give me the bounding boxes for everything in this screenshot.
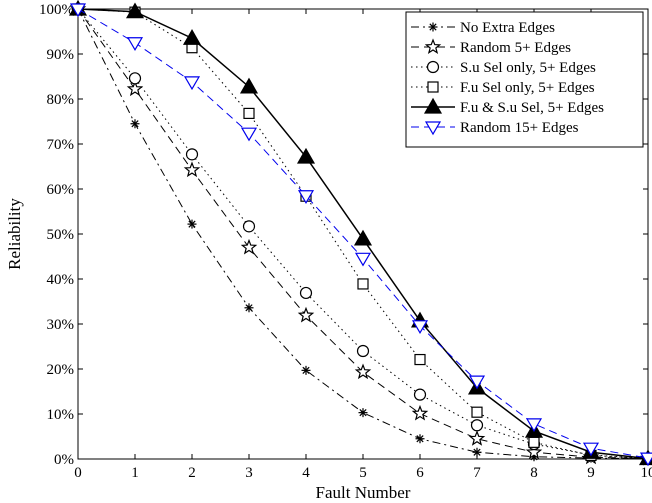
data-point	[356, 344, 370, 358]
data-point	[239, 77, 259, 94]
x-axis-label: Fault Number	[316, 483, 411, 502]
legend-marker	[428, 22, 438, 32]
legend-marker	[427, 81, 439, 93]
y-axis: 0% 10% 20% 30% 40% 50% 60% 70% 80% 90% 100%	[39, 2, 648, 468]
data-point	[468, 430, 486, 446]
data-point	[413, 388, 427, 401]
data-point	[125, 2, 145, 19]
data-point	[183, 76, 201, 91]
data-point	[126, 37, 144, 51]
data-point	[525, 443, 543, 460]
data-point	[472, 447, 482, 457]
data-point	[185, 148, 199, 161]
x-tick-label: 8	[530, 465, 538, 481]
x-tick-label: 3	[245, 465, 253, 481]
data-point	[69, 3, 87, 18]
x-tick-label: 1	[131, 465, 139, 481]
data-point	[301, 365, 311, 375]
series-line	[77, 8, 649, 460]
data-point	[415, 434, 425, 444]
series-6	[69, 3, 652, 467]
y-tick-label: 20%	[47, 362, 75, 378]
legend-item: F.u Sel only, 5+ Edges	[411, 80, 595, 96]
y-tick-label: 90%	[47, 47, 75, 63]
legend-label: F.u & S.u Sel, 5+ Edges	[460, 100, 604, 116]
x-axis: 0 1 2 3 4 5 6 7 8 9 10	[74, 9, 652, 481]
data-point	[528, 436, 540, 448]
data-point	[183, 161, 201, 178]
data-point	[411, 320, 429, 334]
data-point	[296, 147, 316, 164]
y-tick-label: 70%	[47, 137, 75, 153]
legend-label: Random 5+ Edges	[460, 40, 571, 56]
data-point	[187, 219, 197, 229]
legend-label: Random 15+ Edges	[460, 120, 579, 136]
data-point	[353, 229, 373, 246]
x-tick-label: 6	[416, 465, 424, 481]
data-point	[130, 119, 140, 129]
x-tick-label: 9	[587, 465, 595, 481]
legend: No Extra Edges Random 5+ Edges S.u Sel onl…	[405, 11, 644, 148]
legend-box	[405, 11, 644, 148]
legend-marker	[426, 60, 440, 74]
data-point	[470, 419, 484, 432]
legend-marker	[424, 121, 442, 136]
legend-label: S.u Sel only, 5+ Edges	[460, 60, 596, 76]
x-tick-label: 2	[188, 465, 196, 481]
data-point	[414, 353, 426, 366]
data-point	[243, 107, 255, 120]
legend-item: F.u & S.u Sel, 5+ Edges	[411, 97, 604, 116]
legend-item: Random 5+ Edges	[411, 38, 571, 56]
data-point	[244, 303, 254, 313]
y-tick-label: 80%	[47, 92, 75, 108]
y-tick-label: 40%	[47, 272, 75, 288]
series-layer	[68, 0, 652, 467]
legend-item: Random 15+ Edges	[411, 120, 579, 136]
data-point	[126, 80, 144, 97]
data-point	[182, 29, 202, 45]
y-tick-label: 10%	[47, 407, 75, 423]
data-point	[240, 238, 258, 255]
legend-item: No Extra Edges	[411, 20, 555, 36]
data-point	[525, 418, 543, 433]
data-point	[358, 408, 368, 418]
data-point	[242, 220, 256, 233]
y-axis-label: Reliability	[5, 198, 24, 270]
data-point	[471, 406, 483, 418]
x-tick-label: 7	[473, 465, 481, 481]
data-point	[240, 127, 258, 142]
legend-item: S.u Sel only, 5+ Edges	[411, 60, 596, 76]
y-tick-label: 30%	[47, 317, 75, 333]
data-point	[582, 442, 600, 457]
legend-label: No Extra Edges	[460, 20, 555, 36]
legend-marker	[424, 38, 442, 55]
data-point	[299, 286, 313, 300]
y-tick-label: 0%	[54, 452, 74, 468]
data-point	[411, 404, 429, 421]
x-tick-label: 5	[359, 465, 367, 481]
x-tick-label: 0	[74, 465, 82, 481]
y-tick-label: 50%	[47, 227, 75, 243]
x-tick-label: 4	[302, 465, 310, 481]
data-point	[297, 190, 315, 204]
legend-label: F.u Sel only, 5+ Edges	[460, 80, 595, 96]
data-point	[297, 306, 315, 323]
legend-marker	[423, 97, 443, 114]
data-point	[354, 363, 372, 380]
y-tick-label: 100%	[39, 2, 74, 18]
data-point	[357, 278, 369, 290]
x-tick-label: 10	[641, 465, 652, 481]
data-point	[354, 252, 372, 267]
data-point	[468, 375, 486, 390]
data-point	[128, 72, 142, 85]
y-tick-label: 60%	[47, 182, 75, 198]
